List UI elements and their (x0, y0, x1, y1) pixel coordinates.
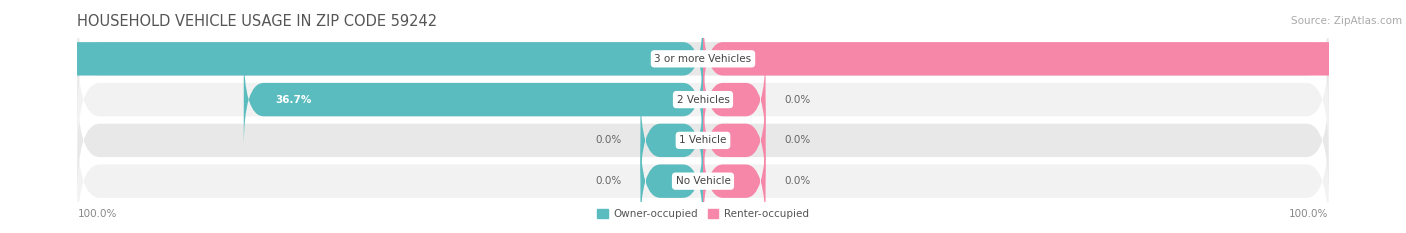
Text: 0.0%: 0.0% (785, 95, 811, 105)
Text: 2 Vehicles: 2 Vehicles (676, 95, 730, 105)
Text: 100.0%: 100.0% (1289, 209, 1329, 219)
Text: 36.7%: 36.7% (276, 95, 311, 105)
Text: No Vehicle: No Vehicle (675, 176, 731, 186)
Text: Source: ZipAtlas.com: Source: ZipAtlas.com (1291, 16, 1402, 26)
Text: 0.0%: 0.0% (785, 135, 811, 145)
Text: HOUSEHOLD VEHICLE USAGE IN ZIP CODE 59242: HOUSEHOLD VEHICLE USAGE IN ZIP CODE 5924… (77, 14, 437, 29)
FancyBboxPatch shape (641, 133, 703, 230)
FancyBboxPatch shape (703, 51, 765, 148)
Text: 100.0%: 100.0% (77, 209, 117, 219)
FancyBboxPatch shape (703, 133, 765, 230)
FancyBboxPatch shape (703, 10, 1406, 107)
FancyBboxPatch shape (77, 84, 1329, 197)
FancyBboxPatch shape (641, 92, 703, 189)
Text: 0.0%: 0.0% (595, 135, 621, 145)
Legend: Owner-occupied, Renter-occupied: Owner-occupied, Renter-occupied (593, 205, 813, 223)
Text: 0.0%: 0.0% (785, 176, 811, 186)
Text: 0.0%: 0.0% (595, 176, 621, 186)
FancyBboxPatch shape (77, 124, 1329, 233)
FancyBboxPatch shape (0, 10, 703, 107)
FancyBboxPatch shape (703, 92, 765, 189)
FancyBboxPatch shape (77, 43, 1329, 156)
FancyBboxPatch shape (77, 2, 1329, 116)
FancyBboxPatch shape (243, 51, 703, 148)
Text: 1 Vehicle: 1 Vehicle (679, 135, 727, 145)
Text: 3 or more Vehicles: 3 or more Vehicles (654, 54, 752, 64)
